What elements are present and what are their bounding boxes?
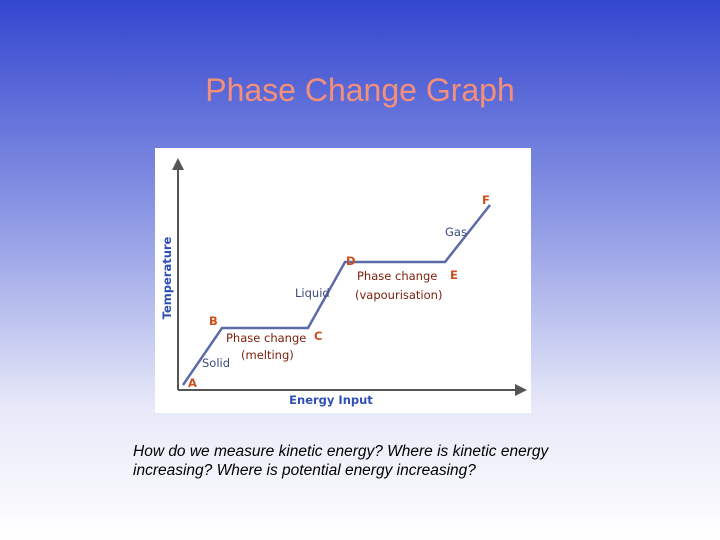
phase-change-note: (melting) (241, 348, 294, 362)
diagram-background (155, 148, 531, 413)
point-label: F (482, 193, 490, 207)
point-label: E (450, 268, 458, 282)
phase-change-note: (vapourisation) (355, 288, 442, 302)
point-label: D (346, 254, 356, 268)
phase-change-label: Phase change (357, 269, 437, 283)
phase-change-diagram: Temperature Energy Input A B C D E F Sol… (155, 148, 531, 413)
region-label: Liquid (295, 286, 330, 300)
caption: How do we measure kinetic energy? Where … (133, 443, 549, 479)
y-axis-arrow (172, 158, 184, 170)
x-axis-arrow (515, 384, 527, 396)
point-label: B (209, 314, 218, 328)
point-label: A (188, 376, 197, 390)
region-label: Gas (445, 225, 467, 239)
heating-curve (181, 204, 491, 386)
point-label: C (314, 329, 322, 343)
region-label: Solid (202, 356, 230, 370)
phase-change-label: Phase change (226, 331, 306, 345)
slide-title: Phase Change Graph (205, 72, 515, 108)
y-axis-label: Temperature (160, 236, 174, 319)
x-axis-label: Energy Input (289, 393, 373, 407)
